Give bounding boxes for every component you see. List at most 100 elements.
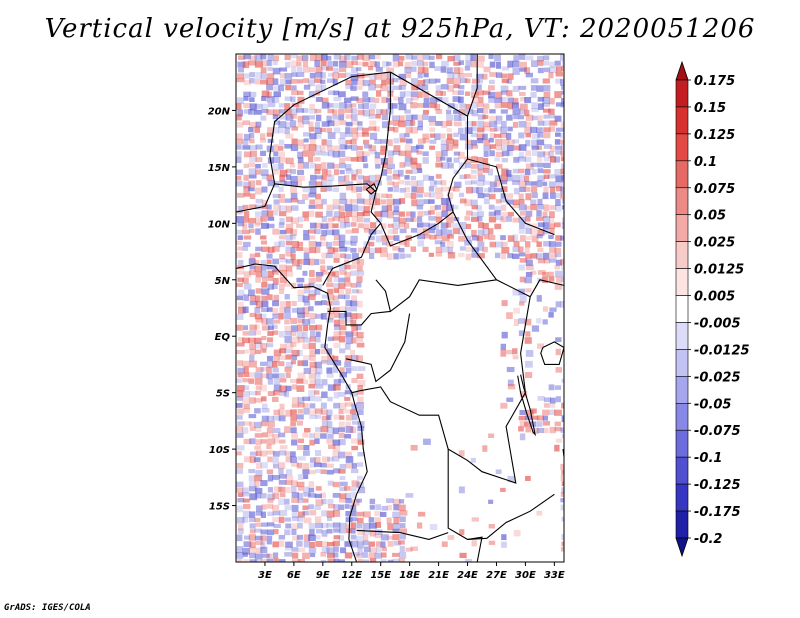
field-cell (326, 415, 332, 421)
field-cell (543, 241, 551, 247)
field-cell (416, 222, 424, 228)
field-cell (260, 259, 267, 266)
field-cell (290, 96, 296, 103)
field-cell (278, 516, 285, 524)
field-cell (392, 552, 400, 557)
field-cell (290, 163, 296, 168)
field-cell (393, 517, 400, 525)
field-cell (315, 193, 321, 200)
field-cell (255, 301, 263, 309)
border-line (375, 72, 391, 192)
field-cell (303, 84, 311, 90)
field-cell (368, 174, 376, 182)
field-cell (339, 475, 346, 481)
field-cell (326, 373, 334, 378)
colorbar-swatch (675, 106, 689, 135)
field-cell (561, 265, 564, 270)
field-cell (279, 109, 286, 114)
field-cell (536, 180, 543, 188)
field-cell (249, 145, 258, 151)
field-cell (308, 294, 316, 301)
field-cell (309, 330, 316, 338)
field-cell (285, 133, 294, 139)
field-cell (285, 157, 294, 165)
field-cell (339, 132, 346, 140)
field-cell (332, 60, 339, 67)
field-cell (344, 343, 351, 350)
field-cell (243, 403, 250, 410)
field-cell (351, 414, 358, 420)
field-cell (302, 469, 310, 475)
field-cell (410, 546, 418, 551)
colorbar-swatch (675, 268, 689, 296)
lon-tick-label: 30E (515, 570, 536, 581)
field-cell (416, 144, 424, 150)
field-cell (326, 552, 335, 558)
field-cell (314, 396, 323, 402)
field-cell (249, 343, 256, 350)
field-cell (447, 535, 455, 540)
field-cell (303, 234, 310, 241)
field-cell (303, 324, 309, 332)
field-cell (345, 229, 353, 234)
field-cell (380, 559, 387, 562)
field-cell (357, 432, 364, 440)
field-cell (453, 169, 460, 175)
field-cell (237, 498, 245, 503)
field-cell (392, 558, 400, 562)
field-cell (320, 241, 328, 247)
field-cell (249, 559, 257, 562)
field-cell (332, 445, 341, 452)
field-cell (494, 205, 502, 212)
field-cell (351, 55, 359, 61)
field-cell (356, 180, 363, 186)
field-cell (518, 156, 526, 162)
field-cell (255, 462, 262, 469)
field-cell (291, 205, 299, 211)
field-cell (512, 121, 518, 128)
field-cell (368, 54, 376, 60)
field-cell (261, 558, 268, 562)
field-cell (338, 409, 344, 415)
field-cell (314, 378, 321, 386)
field-cell (285, 259, 294, 264)
field-cell (429, 234, 437, 240)
field-cell (333, 391, 340, 399)
field-cell (302, 66, 310, 73)
field-cell (267, 73, 275, 79)
field-cell (345, 163, 352, 171)
field-cell (285, 456, 293, 463)
field-cell (477, 168, 483, 176)
field-cell (537, 151, 546, 158)
field-cell (417, 79, 426, 87)
field-cell (236, 216, 244, 223)
field-cell (309, 235, 316, 240)
field-cell (434, 204, 442, 210)
field-cell (291, 282, 297, 290)
field-cell (506, 216, 512, 222)
field-cell (386, 193, 393, 199)
field-cell (345, 510, 351, 517)
field-cell (404, 222, 410, 229)
field-cell (309, 150, 315, 157)
field-cell (350, 426, 357, 434)
field-cell (260, 67, 267, 74)
field-cell (236, 451, 242, 456)
field-cell (441, 60, 449, 67)
field-cell (278, 540, 285, 547)
field-cell (285, 541, 293, 548)
field-cell (327, 103, 334, 108)
field-cell (243, 133, 251, 141)
field-cell (296, 420, 304, 426)
field-cell (482, 114, 489, 119)
field-cell (296, 277, 305, 283)
field-cell (494, 133, 502, 138)
field-cell (368, 186, 375, 194)
field-cell (345, 462, 354, 469)
field-cell (255, 271, 263, 278)
field-cell (266, 223, 275, 229)
field-cell (291, 300, 297, 307)
field-cell (261, 300, 269, 308)
field-cell (327, 360, 334, 366)
field-cell (447, 72, 455, 79)
